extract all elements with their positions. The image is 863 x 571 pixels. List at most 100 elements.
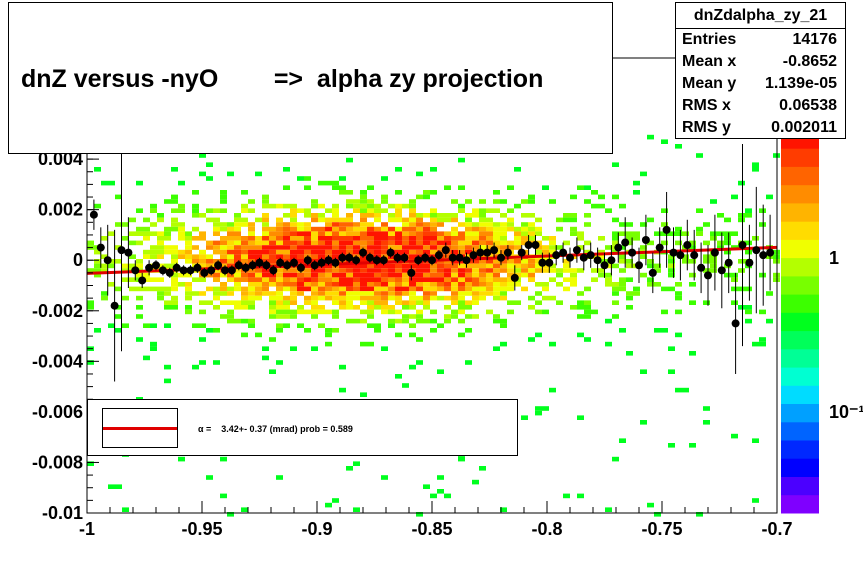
heatmap-cell — [248, 305, 255, 310]
profile-point — [145, 263, 154, 272]
heatmap-cell — [353, 226, 360, 232]
heatmap-cell — [269, 254, 276, 259]
heatmap-cell — [451, 268, 458, 273]
heatmap-cell — [346, 286, 353, 292]
heatmap-cell — [325, 332, 332, 338]
profile-point — [641, 236, 650, 244]
heatmap-cell — [584, 314, 591, 319]
heatmap-cell — [185, 309, 192, 315]
heatmap-cell — [164, 199, 171, 204]
profile-point — [621, 238, 630, 247]
heatmap-cell — [220, 263, 227, 269]
heatmap-cell — [213, 208, 220, 213]
title-box: dnZ versus -nyO => alpha zy projection — [8, 2, 613, 154]
heatmap-cell — [409, 199, 416, 204]
heatmap-cell — [402, 249, 409, 255]
stats-row-rms-x: RMS x 0.06538 — [682, 95, 837, 117]
heatmap-cell — [612, 291, 619, 296]
heatmap-cell — [87, 461, 94, 466]
heatmap-cell — [157, 217, 164, 223]
heatmap-cell — [206, 475, 213, 480]
heatmap-cell — [297, 236, 304, 241]
heatmap-cell — [556, 217, 563, 223]
heatmap-cell — [472, 286, 479, 292]
heatmap-cell — [276, 231, 283, 236]
profile-point — [552, 251, 561, 260]
heatmap-cell — [605, 272, 612, 278]
heatmap-cell — [290, 226, 297, 232]
heatmap-cell — [402, 268, 409, 273]
heatmap-cell — [388, 254, 395, 259]
heatmap-cell — [192, 236, 199, 241]
heatmap-cell — [220, 314, 227, 319]
profile-point — [628, 248, 637, 257]
heatmap-cell — [234, 318, 241, 324]
profile-point — [579, 253, 588, 262]
heatmap-cell — [332, 213, 339, 218]
heatmap-cell — [696, 153, 703, 158]
heatmap-cell — [430, 263, 437, 269]
heatmap-cell — [528, 268, 535, 273]
heatmap-cell — [402, 226, 409, 232]
heatmap-cell — [129, 286, 136, 292]
heatmap-cell — [339, 249, 346, 255]
heatmap-cell — [507, 282, 514, 287]
heatmap-cell — [136, 263, 143, 269]
heatmap-cell — [668, 231, 675, 236]
heatmap-cell — [451, 217, 458, 223]
heatmap-cell — [227, 286, 234, 292]
heatmap-cell — [325, 282, 332, 287]
heatmap-cell — [409, 245, 416, 250]
heatmap-cell — [570, 226, 577, 232]
heatmap-cell — [283, 314, 290, 319]
heatmap-cell — [381, 176, 388, 181]
heatmap-cell — [738, 217, 745, 223]
heatmap-cell — [521, 263, 528, 269]
heatmap-cell — [514, 203, 521, 209]
heatmap-cell — [339, 268, 346, 273]
heatmap-cell — [262, 213, 269, 218]
heatmap-cell — [619, 277, 626, 282]
heatmap-cell — [318, 231, 325, 236]
heatmap-cell — [276, 305, 283, 310]
heatmap-cell — [262, 355, 269, 361]
heatmap-cell — [185, 282, 192, 287]
heatmap-cell — [262, 259, 269, 264]
heatmap-cell — [514, 263, 521, 269]
heatmap-cell — [318, 272, 325, 278]
heatmap-cell — [325, 295, 332, 301]
heatmap-cell — [402, 314, 409, 319]
heatmap-cell — [423, 305, 430, 310]
heatmap-cell — [325, 245, 332, 250]
heatmap-cell — [199, 300, 206, 305]
heatmap-cell — [332, 272, 339, 278]
heatmap-cell — [374, 203, 381, 209]
heatmap-cell — [185, 236, 192, 241]
heatmap-cell — [87, 300, 94, 305]
heatmap-cell — [535, 332, 542, 338]
heatmap-cell — [248, 231, 255, 236]
heatmap-cell — [206, 240, 213, 246]
heatmap-cell — [360, 194, 367, 200]
heatmap-cell — [696, 226, 703, 232]
heatmap-cell — [472, 240, 479, 246]
heatmap-cell — [346, 226, 353, 232]
heatmap-cell — [367, 305, 374, 310]
heatmap-cell — [367, 199, 374, 204]
heatmap-cell — [528, 194, 535, 200]
heatmap-cell — [472, 300, 479, 305]
heatmap-cell — [297, 291, 304, 296]
stats-value: 1.139e-05 — [764, 75, 837, 92]
heatmap-cell — [213, 295, 220, 301]
heatmap-cell — [332, 231, 339, 236]
profile-point — [710, 248, 719, 257]
heatmap-cell — [423, 245, 430, 250]
heatmap-cell — [339, 387, 346, 393]
heatmap-cell — [269, 300, 276, 305]
heatmap-cell — [668, 254, 675, 259]
heatmap-cell — [402, 263, 409, 269]
heatmap-cell — [87, 268, 94, 273]
heatmap-cell — [423, 249, 430, 255]
heatmap-cell — [458, 236, 465, 241]
heatmap-cell — [388, 240, 395, 246]
